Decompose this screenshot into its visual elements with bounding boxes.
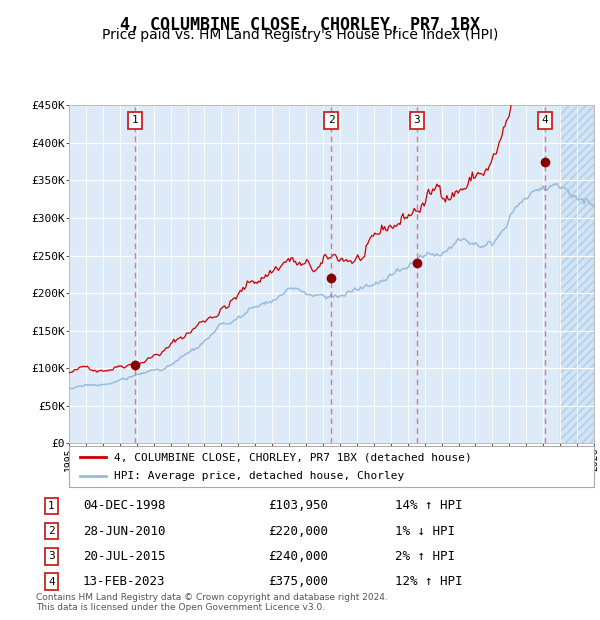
Text: 3: 3 [48,551,55,561]
Text: 2: 2 [48,526,55,536]
Text: 14% ↑ HPI: 14% ↑ HPI [395,499,463,512]
Text: 4, COLUMBINE CLOSE, CHORLEY, PR7 1BX: 4, COLUMBINE CLOSE, CHORLEY, PR7 1BX [120,16,480,33]
Text: 2% ↑ HPI: 2% ↑ HPI [395,550,455,563]
Bar [560,105,594,443]
Text: 4, COLUMBINE CLOSE, CHORLEY, PR7 1BX (detached house): 4, COLUMBINE CLOSE, CHORLEY, PR7 1BX (de… [113,452,472,463]
Text: 04-DEC-1998: 04-DEC-1998 [83,499,166,512]
Text: 2: 2 [328,115,335,125]
Text: 12% ↑ HPI: 12% ↑ HPI [395,575,463,588]
Text: Price paid vs. HM Land Registry's House Price Index (HPI): Price paid vs. HM Land Registry's House … [102,28,498,42]
Bar [560,105,594,443]
Text: 3: 3 [413,115,421,125]
Text: £240,000: £240,000 [268,550,328,563]
Text: £220,000: £220,000 [268,525,328,538]
Text: 4: 4 [542,115,548,125]
Text: 28-JUN-2010: 28-JUN-2010 [83,525,166,538]
Text: 1% ↓ HPI: 1% ↓ HPI [395,525,455,538]
Text: 13-FEB-2023: 13-FEB-2023 [83,575,166,588]
Text: HPI: Average price, detached house, Chorley: HPI: Average price, detached house, Chor… [113,471,404,481]
Text: Contains HM Land Registry data © Crown copyright and database right 2024.
This d: Contains HM Land Registry data © Crown c… [36,593,388,612]
Text: £375,000: £375,000 [268,575,328,588]
Text: 4: 4 [48,577,55,587]
Text: £103,950: £103,950 [268,499,328,512]
Text: 1: 1 [48,501,55,511]
Text: 1: 1 [132,115,139,125]
Text: 20-JUL-2015: 20-JUL-2015 [83,550,166,563]
